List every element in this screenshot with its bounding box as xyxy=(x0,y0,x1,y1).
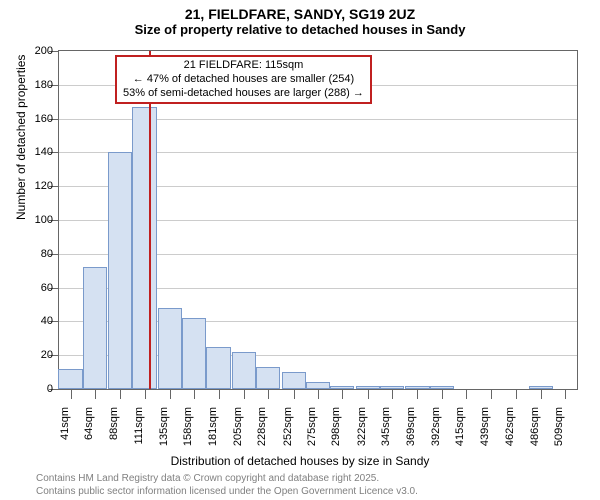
x-tick-label: 322sqm xyxy=(356,407,368,457)
x-tick xyxy=(145,390,146,399)
x-tick-label: 41sqm xyxy=(59,407,71,457)
histogram-bar xyxy=(330,386,354,389)
y-axis-title: Number of detached properties xyxy=(14,55,28,220)
annotation-line3: 53% of semi-detached houses are larger (… xyxy=(123,87,364,101)
x-tick-label: 135sqm xyxy=(158,407,170,457)
histogram-bar xyxy=(58,369,82,389)
histogram-bar xyxy=(206,347,230,389)
x-tick xyxy=(194,390,195,399)
x-tick xyxy=(368,390,369,399)
x-tick-label: 392sqm xyxy=(430,407,442,457)
attribution-line2: Contains public sector information licen… xyxy=(36,486,418,499)
histogram-bar xyxy=(405,386,429,389)
x-tick-label: 158sqm xyxy=(182,407,194,457)
x-tick xyxy=(318,390,319,399)
attribution: Contains HM Land Registry data © Crown c… xyxy=(36,473,418,498)
x-tick xyxy=(294,390,295,399)
histogram-bar xyxy=(282,372,306,389)
x-tick xyxy=(342,390,343,399)
x-tick xyxy=(442,390,443,399)
attribution-line1: Contains HM Land Registry data © Crown c… xyxy=(36,473,418,486)
histogram-bar xyxy=(356,386,380,389)
x-tick-label: 462sqm xyxy=(504,407,516,457)
x-tick-label: 345sqm xyxy=(380,407,392,457)
x-tick xyxy=(392,390,393,399)
histogram-bar xyxy=(529,386,553,389)
histogram-bar xyxy=(182,318,206,389)
x-tick-label: 205sqm xyxy=(232,407,244,457)
annotation-line2: ← 47% of detached houses are smaller (25… xyxy=(123,73,364,87)
x-tick-label: 228sqm xyxy=(256,407,268,457)
annotation-line1: 21 FIELDFARE: 115sqm xyxy=(123,59,364,73)
x-axis-title: Distribution of detached houses by size … xyxy=(0,454,600,468)
x-tick xyxy=(120,390,121,399)
x-tick-label: 369sqm xyxy=(405,407,417,457)
histogram-bar xyxy=(132,107,156,389)
x-tick-label: 252sqm xyxy=(282,407,294,457)
plot-area: 21 FIELDFARE: 115sqm ← 47% of detached h… xyxy=(58,50,578,390)
histogram-bar xyxy=(380,386,404,389)
y-tick-label: 20 xyxy=(23,349,53,361)
annotation-box: 21 FIELDFARE: 115sqm ← 47% of detached h… xyxy=(115,55,372,104)
histogram-bar xyxy=(158,308,182,389)
histogram-bar xyxy=(306,382,330,389)
x-tick-label: 181sqm xyxy=(207,407,219,457)
x-tick xyxy=(95,390,96,399)
x-tick xyxy=(466,390,467,399)
histogram-bar xyxy=(83,267,107,389)
x-tick xyxy=(244,390,245,399)
x-tick-label: 64sqm xyxy=(83,407,95,457)
x-tick-label: 298sqm xyxy=(330,407,342,457)
chart-title-sub: Size of property relative to detached ho… xyxy=(0,22,600,41)
x-tick-label: 88sqm xyxy=(108,407,120,457)
x-tick xyxy=(417,390,418,399)
x-tick-label: 415sqm xyxy=(454,407,466,457)
y-tick-label: 60 xyxy=(23,282,53,294)
histogram-bar xyxy=(256,367,280,389)
x-tick-label: 486sqm xyxy=(529,407,541,457)
x-tick-label: 509sqm xyxy=(553,407,565,457)
y-tick-label: 40 xyxy=(23,315,53,327)
chart-container: 21, FIELDFARE, SANDY, SG19 2UZ Size of p… xyxy=(0,0,600,500)
x-tick xyxy=(516,390,517,399)
x-tick xyxy=(219,390,220,399)
x-tick-label: 275sqm xyxy=(306,407,318,457)
histogram-bar xyxy=(232,352,256,389)
x-tick xyxy=(170,390,171,399)
y-tick-label: 80 xyxy=(23,248,53,260)
x-tick-label: 111sqm xyxy=(133,407,145,457)
x-tick xyxy=(565,390,566,399)
chart-title-main: 21, FIELDFARE, SANDY, SG19 2UZ xyxy=(0,0,600,22)
x-tick xyxy=(71,390,72,399)
histogram-bar xyxy=(108,152,132,389)
x-tick-label: 439sqm xyxy=(479,407,491,457)
x-tick xyxy=(268,390,269,399)
x-tick xyxy=(541,390,542,399)
x-tick xyxy=(491,390,492,399)
histogram-bar xyxy=(430,386,454,389)
y-tick-label: 0 xyxy=(23,383,53,395)
